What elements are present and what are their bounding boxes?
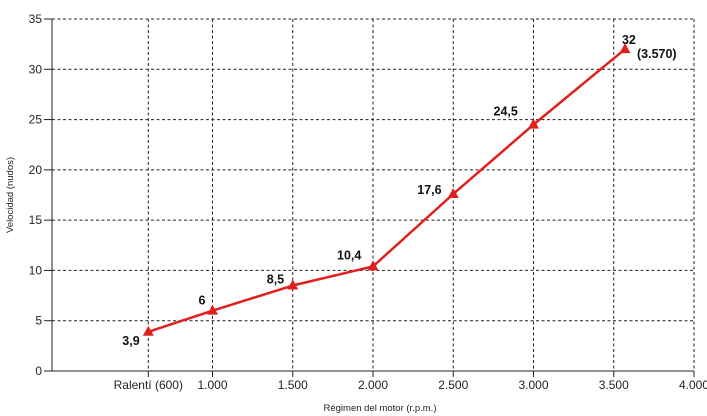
x-tick-label: 3.500 [599,378,629,392]
tick-labels: 0 5 10 15 20 25 30 35 Ralentí (600) 1.000 1.500 2.0… [29,12,707,392]
y-tick-label: 10 [29,263,43,277]
x-tick-label: Ralentí (600) [114,378,183,392]
data-point-marker [287,279,299,290]
y-tick-label: 35 [29,12,43,26]
data-labels: 3,9 6 8,5 10,4 17,6 24,5 32(3.570) [122,33,676,348]
data-label: 17,6 [417,183,441,197]
data-point-marker [367,260,379,271]
x-tick-label: 3.000 [518,378,548,392]
data-point-marker [447,187,459,198]
data-point-marker [207,304,218,315]
y-tick-label: 20 [29,163,43,177]
annotation-label: (3.570) [637,47,677,61]
data-label: 24,5 [494,105,518,119]
axes [44,18,695,377]
y-tick-label: 30 [29,62,43,76]
data-label: 8,5 [267,273,284,287]
x-tick-label: 4.000 [679,378,707,392]
series-line [147,48,626,333]
data-label: 32 [622,33,636,47]
y-axis-title: Velocidad (nudos) [5,157,16,233]
data-label: 3,9 [122,334,139,348]
data-label: 6 [199,294,206,308]
x-tick-label: 1.500 [278,378,308,392]
x-axis-title: Régimen del motor (r.p.m.) [324,403,437,414]
series-group [142,43,631,336]
y-tick-label: 25 [29,113,43,127]
x-tick-label: 2.000 [358,378,388,392]
y-tick-label: 5 [35,314,42,328]
x-tick-label: 1.000 [197,378,227,392]
y-tick-label: 0 [35,364,42,378]
data-label: 10,4 [337,248,361,262]
data-point-marker [528,118,539,129]
x-tick-label: 2.500 [438,378,468,392]
data-point-marker [142,325,154,336]
y-tick-label: 15 [29,213,43,227]
data-point-marker [619,43,631,54]
